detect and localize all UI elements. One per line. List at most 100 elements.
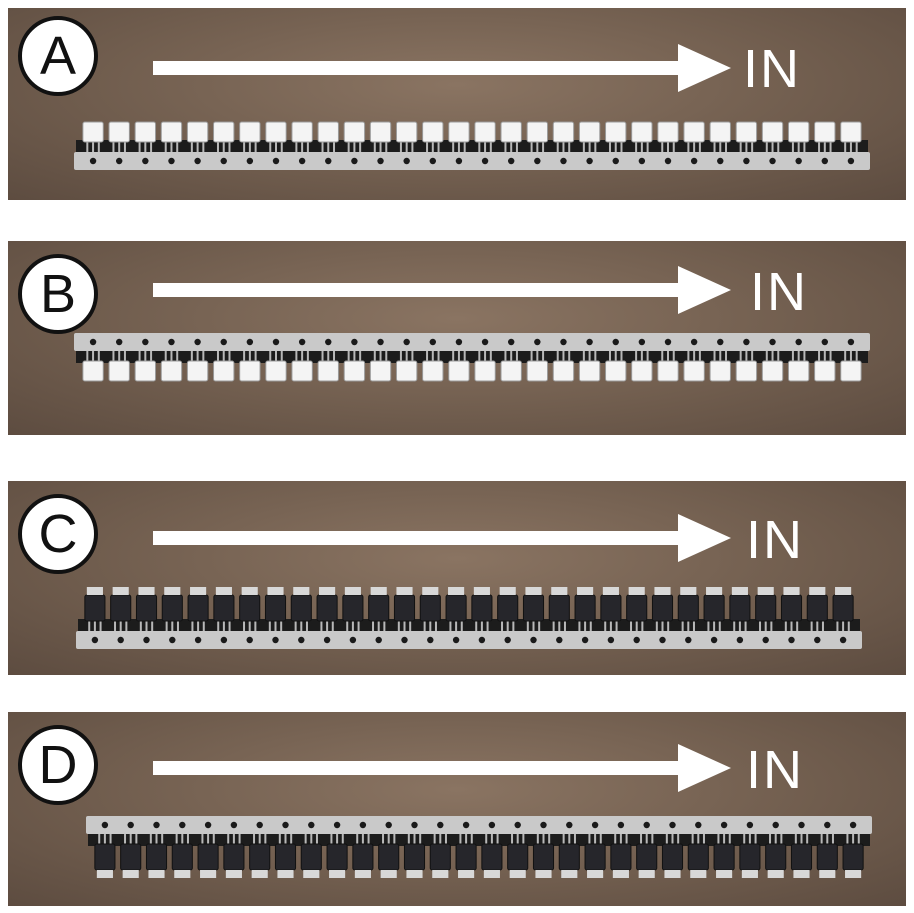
component-lead [197, 621, 200, 631]
component-lead [190, 351, 193, 361]
sprocket-hole [534, 338, 541, 346]
component-lead [423, 621, 426, 631]
component-lead [522, 834, 525, 844]
component-lead [515, 142, 518, 152]
component-lead [620, 142, 623, 152]
component-lead [615, 621, 618, 631]
component-body [626, 594, 648, 622]
component-lead [536, 834, 539, 844]
component-lead [333, 351, 336, 361]
component-lead [253, 834, 256, 844]
component-body [814, 121, 836, 143]
component-tab [809, 587, 826, 595]
component-lead [165, 621, 168, 631]
component-body [500, 360, 522, 382]
component-tab [757, 587, 774, 595]
component-body [661, 843, 684, 871]
component-body [343, 121, 366, 143]
component-body [687, 843, 709, 871]
component-lead [693, 142, 696, 152]
component-body [739, 843, 761, 871]
component-lead [823, 142, 826, 152]
component-lead [661, 351, 664, 361]
sprocket-hole [91, 636, 99, 644]
component-lead [196, 351, 199, 361]
component-lead [150, 351, 153, 361]
sprocket-hole [377, 338, 384, 346]
component-lead [227, 834, 230, 844]
component-lead [407, 834, 410, 844]
component-lead [399, 351, 402, 361]
component-tab [86, 587, 103, 595]
sprocket-hole [556, 636, 563, 644]
component-lead [353, 351, 356, 361]
sprocket-hole [142, 338, 149, 346]
component-lead [836, 621, 839, 631]
component-lead [823, 351, 826, 361]
component-tab [112, 587, 129, 595]
component-lead [640, 834, 643, 844]
sprocket-hole [220, 338, 227, 346]
component-tab [654, 587, 671, 595]
component-lead [434, 621, 437, 631]
component-lead [625, 834, 628, 844]
sprocket-hole [586, 157, 593, 165]
component-body [422, 360, 444, 382]
component-lead [641, 621, 644, 631]
sprocket-hole [246, 157, 254, 165]
component-lead [357, 621, 360, 631]
component-lead [573, 834, 576, 844]
component-lead [645, 834, 648, 844]
component-lead [359, 351, 362, 361]
lead-frame [78, 619, 860, 633]
component-lead [733, 621, 736, 631]
component-lead [852, 834, 855, 844]
component-lead [382, 834, 385, 844]
component-lead [563, 621, 566, 631]
component-body [832, 594, 854, 622]
sprocket-hole [325, 338, 332, 346]
component-lead [515, 351, 518, 361]
component-lead [803, 142, 806, 152]
component-body [317, 121, 339, 143]
component-lead [751, 142, 754, 152]
component-tab [561, 870, 578, 878]
component-lead [478, 351, 481, 361]
component-body [558, 843, 580, 871]
sprocket-hole [194, 157, 201, 165]
component-body [755, 594, 777, 622]
sprocket-hole [194, 636, 202, 644]
component-body [610, 843, 632, 871]
component-lead [463, 142, 466, 152]
component-lead [326, 621, 329, 631]
component-lead [510, 351, 513, 361]
sprocket-hole [462, 821, 470, 829]
component-tab [690, 870, 707, 878]
component-lead [820, 834, 823, 844]
component-lead [170, 351, 173, 361]
component-lead [826, 834, 829, 844]
component-lead [232, 834, 235, 844]
sprocket-hole [143, 636, 150, 644]
component-lead [449, 621, 452, 631]
component-lead [568, 834, 571, 844]
photo-panel-d: D IN [8, 712, 906, 906]
component-lead [196, 142, 199, 152]
component-lead [176, 351, 179, 361]
component-body [249, 843, 271, 871]
component-lead [640, 142, 643, 152]
component-lead [341, 834, 344, 844]
component-tab [783, 587, 800, 595]
component-lead [295, 142, 298, 152]
component-lead [806, 834, 809, 844]
component-lead [784, 621, 787, 631]
component-lead [790, 621, 793, 631]
component-lead [829, 351, 832, 361]
component-body [474, 121, 496, 143]
component-body [840, 360, 862, 382]
component-lead [538, 621, 541, 631]
component-body [552, 360, 575, 382]
component-body [213, 594, 235, 622]
component-body [761, 121, 784, 143]
component-tab [200, 870, 217, 878]
